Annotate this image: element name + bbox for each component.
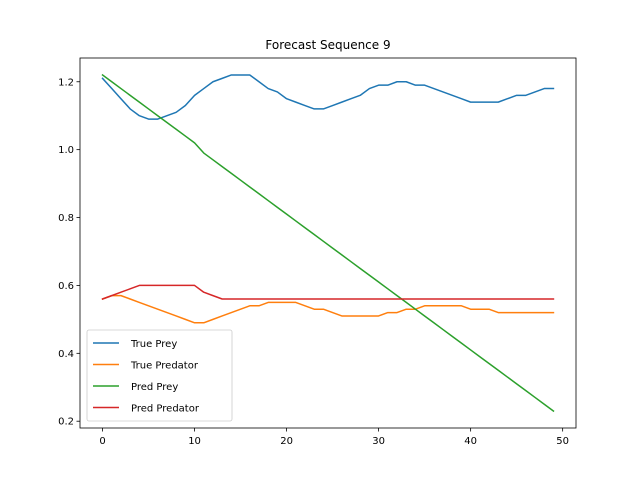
- series-line-true-prey: [101, 74, 555, 120]
- x-tick-label: 30: [372, 436, 385, 447]
- y-tick-label: 0.8: [58, 213, 74, 224]
- legend-label-true-prey: True Prey: [130, 339, 177, 350]
- x-tick-label: 50: [556, 436, 569, 447]
- y-tick-label: 1.2: [58, 77, 74, 88]
- x-tick-label: 10: [188, 436, 201, 447]
- series-line-pred-prey: [101, 73, 555, 413]
- legend-label-true-predator: True Predator: [130, 361, 199, 372]
- y-axis: 0.2 0.4 0.6 0.8 1.0 1.2: [58, 77, 80, 428]
- plot-area: 0 10 20 30 40 50 0.2 0.4 0.6 0.8 1.0 1.2: [58, 57, 577, 447]
- series-line-pred-predator: [101, 284, 555, 300]
- series-line-true-predator: [101, 294, 555, 324]
- x-tick-label: 20: [280, 436, 293, 447]
- chart-title: Forecast Sequence 9: [265, 38, 390, 52]
- series-layer: [101, 73, 555, 413]
- y-tick-label: 0.6: [58, 281, 74, 292]
- y-tick-label: 0.4: [58, 349, 74, 360]
- x-tick-label: 0: [99, 436, 105, 447]
- legend-label-pred-prey: Pred Prey: [131, 382, 178, 393]
- y-tick-label: 1.0: [58, 145, 74, 156]
- axes-frame: [79, 57, 577, 429]
- y-tick-label: 0.2: [58, 417, 74, 428]
- legend: True Prey True Predator Pred Prey Pred Pred…: [86, 329, 233, 422]
- x-tick-label: 40: [464, 436, 477, 447]
- x-axis: 0 10 20 30 40 50: [99, 428, 569, 447]
- legend-label-pred-predator: Pred Predator: [131, 404, 200, 415]
- legend-frame: [86, 329, 233, 422]
